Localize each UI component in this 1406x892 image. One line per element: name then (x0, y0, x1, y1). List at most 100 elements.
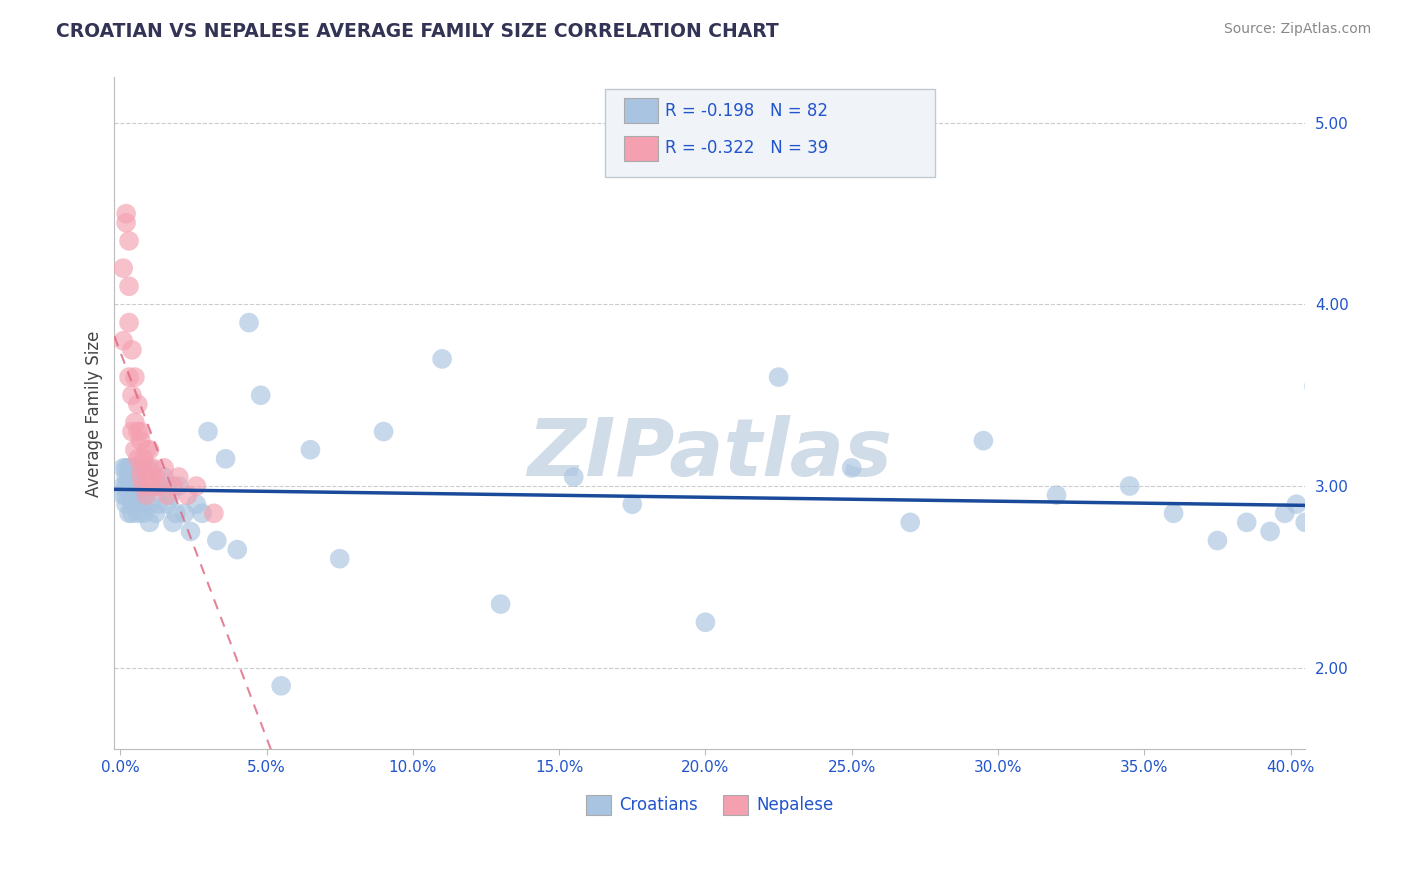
Point (112, 479, 135, 493)
Point (1236, 516, 1258, 530)
Point (135, 442, 157, 457)
Point (145, 470, 167, 484)
Point (270, 679, 292, 693)
Point (299, 442, 322, 457)
Point (202, 506, 225, 520)
Point (121, 388, 143, 402)
Point (115, 497, 138, 511)
Point (115, 470, 138, 484)
Point (121, 470, 143, 484)
Point (124, 497, 146, 511)
Point (1206, 533, 1229, 548)
Point (159, 488, 181, 502)
Point (118, 461, 141, 475)
Point (179, 524, 201, 539)
Text: R = -0.322   N = 39: R = -0.322 N = 39 (665, 139, 828, 157)
Point (129, 479, 152, 493)
Point (173, 506, 195, 520)
Point (112, 261, 135, 276)
Point (124, 470, 146, 484)
Point (124, 370, 146, 384)
Point (141, 479, 163, 493)
Point (121, 488, 143, 502)
Point (135, 470, 157, 484)
Point (132, 488, 155, 502)
Point (132, 451, 155, 466)
Point (562, 470, 585, 484)
Text: CROATIAN VS NEPALESE AVERAGE FAMILY SIZE CORRELATION CHART: CROATIAN VS NEPALESE AVERAGE FAMILY SIZE… (56, 22, 779, 41)
Point (138, 516, 160, 530)
Text: Source: ZipAtlas.com: Source: ZipAtlas.com (1223, 22, 1371, 37)
Point (112, 488, 135, 502)
Point (115, 207, 138, 221)
Point (124, 461, 146, 475)
Point (1309, 579, 1331, 593)
Point (121, 425, 143, 439)
Point (129, 470, 152, 484)
Point (162, 479, 184, 493)
Text: R = -0.198   N = 82: R = -0.198 N = 82 (665, 102, 828, 120)
Point (132, 479, 155, 493)
Point (186, 479, 208, 493)
Point (118, 479, 141, 493)
Point (1258, 524, 1281, 539)
Point (118, 234, 141, 248)
Point (129, 425, 152, 439)
Point (121, 461, 143, 475)
Point (1163, 506, 1185, 520)
Point (124, 479, 146, 493)
Point (121, 506, 143, 520)
Point (118, 470, 141, 484)
Point (695, 615, 717, 630)
Point (127, 425, 149, 439)
Point (156, 497, 179, 511)
Point (1118, 479, 1140, 493)
Point (138, 497, 160, 511)
Point (148, 497, 170, 511)
Point (1294, 516, 1316, 530)
Point (1303, 379, 1326, 393)
Point (489, 597, 512, 611)
Point (121, 497, 143, 511)
Point (165, 506, 187, 520)
Point (129, 461, 152, 475)
Point (127, 470, 149, 484)
Point (249, 388, 271, 402)
Point (176, 488, 198, 502)
Point (1045, 488, 1067, 502)
Point (135, 479, 157, 493)
Point (112, 461, 135, 475)
Point (148, 479, 170, 493)
Text: ZIPatlas: ZIPatlas (527, 415, 893, 492)
Point (186, 497, 208, 511)
Point (118, 370, 141, 384)
Point (1285, 497, 1308, 511)
Point (238, 316, 260, 330)
Point (118, 316, 141, 330)
Point (127, 397, 149, 411)
Point (118, 461, 141, 475)
Point (167, 479, 190, 493)
Point (1323, 506, 1346, 520)
Point (153, 461, 176, 475)
Point (129, 434, 152, 448)
Point (121, 479, 143, 493)
Point (115, 216, 138, 230)
Point (768, 370, 790, 384)
Point (138, 442, 160, 457)
Point (132, 506, 155, 520)
Point (145, 506, 167, 520)
Point (118, 279, 141, 293)
Point (162, 516, 184, 530)
Point (127, 451, 149, 466)
Point (156, 488, 179, 502)
Point (127, 506, 149, 520)
Point (118, 506, 141, 520)
Point (124, 416, 146, 430)
Point (138, 470, 160, 484)
Point (205, 533, 228, 548)
Point (972, 434, 994, 448)
Point (115, 479, 138, 493)
Point (214, 451, 236, 466)
Point (621, 497, 644, 511)
